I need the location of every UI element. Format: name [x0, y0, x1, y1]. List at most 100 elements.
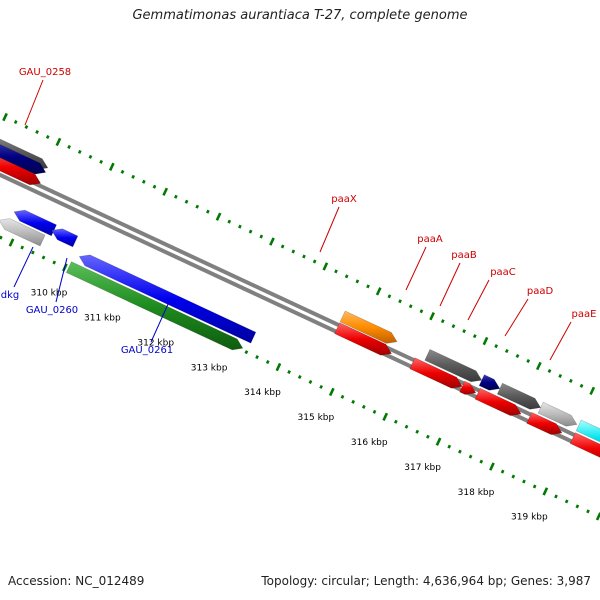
- gene-arrow-cds-paaa: [409, 357, 463, 389]
- gene-arrow-gau-0261: [65, 261, 244, 351]
- gene-label-forward: paaE: [572, 309, 597, 320]
- inner-tick-mark: [458, 449, 462, 454]
- gene-arrow-paaa: [424, 349, 483, 383]
- outer-tick-mark: [131, 174, 136, 179]
- leader-line: [24, 79, 44, 126]
- leader-line: [439, 262, 461, 307]
- inner-tick-mark: [372, 409, 377, 414]
- outer-tick-mark: [504, 349, 509, 354]
- inner-tick-mark: [500, 469, 505, 474]
- gene-label-reverse: GAU_0260: [26, 305, 78, 316]
- leader-line: [467, 279, 490, 321]
- outer-tick-mark: [77, 149, 82, 154]
- outer-tick-mark: [55, 137, 62, 147]
- inner-tick-mark: [382, 412, 389, 421]
- outer-tick-mark: [184, 199, 189, 204]
- inner-tick-mark: [275, 362, 282, 372]
- gene-arrow-cds-paac: [526, 412, 563, 435]
- inner-tick-mark: [340, 394, 345, 399]
- inner-tick-mark: [351, 399, 356, 404]
- outer-tick-mark: [419, 309, 424, 314]
- inner-tick-mark: [532, 484, 537, 489]
- gene-arrow-paad: [575, 419, 600, 443]
- outer-tick-mark: [108, 162, 115, 172]
- tick-label: 318 kbp: [458, 488, 495, 498]
- tick-label: 310 kbp: [31, 289, 68, 299]
- leader-line: [504, 298, 529, 337]
- leader-line: [150, 301, 170, 343]
- outer-tick-mark: [141, 179, 146, 184]
- outer-tick-mark: [248, 229, 253, 234]
- outer-tick-mark: [45, 134, 50, 139]
- backbone-forward-strand: [0, 164, 600, 450]
- inner-tick-mark: [20, 245, 25, 250]
- outer-tick-mark: [152, 184, 157, 189]
- inner-tick-mark: [287, 370, 291, 375]
- outer-tick-mark: [2, 112, 8, 122]
- gene-arrow-dkg: [0, 218, 46, 247]
- leader-line: [405, 246, 427, 291]
- inner-tick-mark: [479, 459, 484, 464]
- gene-arrow-navy-segment: [0, 144, 47, 175]
- outer-tick-mark: [451, 324, 456, 329]
- outer-tick-mark: [579, 383, 584, 388]
- tick-label: 317 kbp: [404, 463, 441, 473]
- tick-label: 314 kbp: [244, 388, 281, 398]
- outer-tick-mark: [291, 249, 296, 254]
- inner-tick-mark: [468, 454, 473, 459]
- gene-label-forward: paaC: [490, 267, 516, 278]
- outer-tick-mark: [366, 284, 370, 289]
- tick-label: 311 kbp: [84, 314, 121, 324]
- inner-tick-mark: [328, 387, 335, 397]
- outer-tick-mark: [398, 299, 402, 304]
- outer-tick-mark: [482, 336, 489, 346]
- topology-text: Topology: circular; Length: 4,636,964 bp…: [261, 574, 591, 588]
- gene-label-forward: paaB: [451, 250, 477, 261]
- outer-tick-mark: [312, 259, 317, 264]
- inner-tick-mark: [31, 250, 35, 255]
- tick-label: 312 kbp: [137, 338, 174, 348]
- outer-tick-mark: [269, 237, 275, 246]
- gene-arrow-paab: [496, 382, 542, 410]
- outer-tick-mark: [227, 219, 232, 224]
- outer-tick-mark: [344, 274, 349, 279]
- gene-label-forward: GAU_0258: [19, 67, 71, 78]
- gene-arrow-reverse-small-2: [51, 228, 79, 248]
- inner-tick-mark: [447, 444, 452, 449]
- outer-tick-mark: [24, 125, 29, 130]
- tick-label: 313 kbp: [191, 363, 228, 373]
- inner-tick-mark: [542, 487, 549, 496]
- inner-tick-mark: [415, 429, 420, 434]
- tick-label: 316 kbp: [351, 438, 388, 448]
- inner-tick-mark: [522, 479, 526, 484]
- inner-tick-mark: [426, 434, 430, 439]
- map-title: Gemmatimonas aurantiaca T-27, complete g…: [132, 8, 468, 23]
- outer-tick-mark: [174, 194, 178, 199]
- outer-tick-mark: [526, 359, 531, 364]
- tick-label: 319 kbp: [511, 513, 548, 523]
- outer-tick-mark: [162, 187, 169, 196]
- outer-tick-mark: [440, 319, 445, 324]
- outer-tick-mark: [67, 144, 71, 149]
- inner-tick-mark: [0, 235, 3, 240]
- gene-arrow-cds-small: [459, 380, 477, 395]
- outer-tick-mark: [429, 312, 435, 321]
- outer-tick-mark: [35, 130, 39, 135]
- outer-tick-mark: [238, 224, 242, 229]
- inner-tick-mark: [265, 360, 270, 365]
- gene-label-forward: paaD: [527, 286, 554, 297]
- outer-tick-mark: [462, 329, 466, 334]
- inner-tick-mark: [511, 474, 516, 479]
- backbone-reverse-strand: [0, 172, 600, 457]
- outer-tick-mark: [355, 279, 360, 284]
- leader-line: [55, 257, 68, 303]
- inner-tick-mark: [52, 260, 57, 265]
- outer-tick-mark: [569, 378, 573, 383]
- leader-line: [319, 206, 340, 253]
- outer-tick-mark: [280, 244, 285, 249]
- inner-tick-mark: [297, 374, 302, 379]
- outer-tick-mark: [302, 254, 306, 259]
- gene-label-reverse: dkg: [1, 290, 20, 301]
- gene-arrow-paax-orange: [339, 310, 398, 344]
- outer-tick-mark: [589, 386, 596, 396]
